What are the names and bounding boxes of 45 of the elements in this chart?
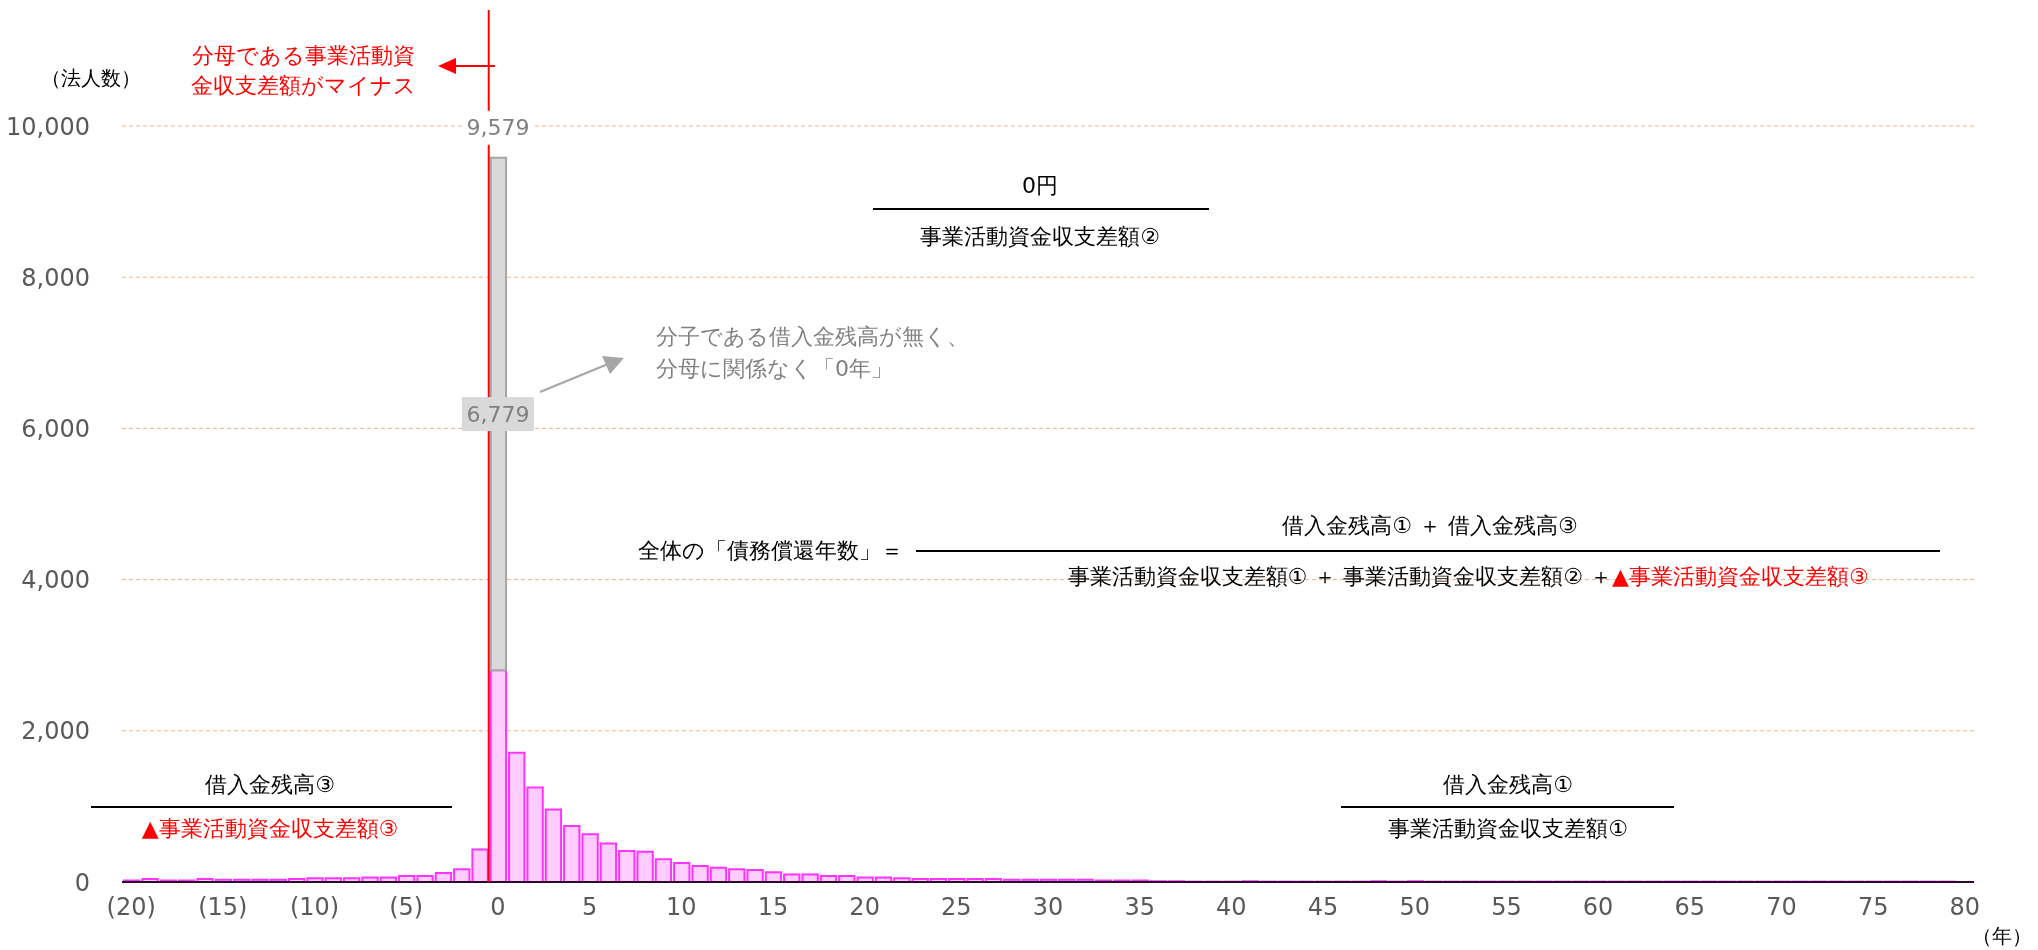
annotation: 全体の「債務償還年数」＝ — [638, 538, 903, 563]
x-tick-label: 55 — [1491, 893, 1522, 922]
x-axis-title: （年） — [1972, 922, 2032, 950]
x-tick-label: 50 — [1399, 893, 1431, 922]
annotation: 事業活動資金収支差額① — [1388, 816, 1628, 841]
x-tick-label: 45 — [1307, 893, 1339, 922]
annotation: 0円 — [1022, 173, 1058, 198]
total-label: 9,579 — [466, 115, 530, 141]
x-tick-label: 0 — [490, 893, 506, 922]
x-tick-label: 10 — [665, 893, 697, 922]
x-tick-label: 35 — [1124, 893, 1155, 922]
y-tick-label: 6,000 — [21, 414, 90, 443]
x-tick-label: 80 — [1949, 893, 1981, 922]
x-tick-label: 30 — [1032, 893, 1064, 922]
x-tick-label: (10) — [289, 893, 340, 922]
x-tick-label: 65 — [1674, 893, 1706, 922]
text: 分母である事業活動資 — [191, 43, 415, 68]
annotation: ▲事業活動資金収支差額③ — [1612, 564, 1869, 589]
x-tick-label: 25 — [941, 893, 972, 922]
data-label: 6,779 — [466, 401, 530, 427]
annotation: 事業活動資金収支差額② — [920, 224, 1160, 249]
x-tick-label: (20) — [106, 893, 156, 922]
y-tick-label: 0 — [74, 868, 90, 897]
y-tick-label: 4,000 — [21, 566, 90, 595]
x-tick-label: 20 — [849, 893, 880, 922]
annotation: 分子である借入金残高が無く、 — [656, 324, 969, 349]
x-tick-label: 70 — [1766, 893, 1797, 922]
x-tick-label: 75 — [1857, 893, 1889, 922]
x-tick-label: 60 — [1582, 893, 1614, 922]
x-tick-label: 40 — [1216, 893, 1247, 922]
annotation: 借入金残高① ＋ 借入金残高③ — [1282, 513, 1578, 538]
annotation: 借入金残高① — [1443, 772, 1573, 797]
y-axis-title: （法人数） — [41, 64, 141, 92]
annotation: 事業活動資金収支差額① ＋ 事業活動資金収支差額② ＋ — [1067, 564, 1612, 589]
annotation: ▲事業活動資金収支差額③ — [141, 816, 399, 841]
annotation: 分母に関係なく「0年」 — [656, 356, 893, 381]
x-tick-label: 15 — [757, 893, 789, 922]
text: 金収支差額がマイナス — [190, 73, 416, 98]
x-tick-label: (15) — [198, 893, 248, 922]
x-tick-label: 5 — [581, 893, 598, 922]
y-tick-label: 10,000 — [6, 112, 90, 141]
x-tick-label: (5) — [389, 893, 424, 922]
annotation: 借入金残高③ — [205, 772, 335, 797]
y-tick-label: 8,000 — [21, 263, 90, 292]
y-tick-label: 2,000 — [21, 717, 90, 746]
